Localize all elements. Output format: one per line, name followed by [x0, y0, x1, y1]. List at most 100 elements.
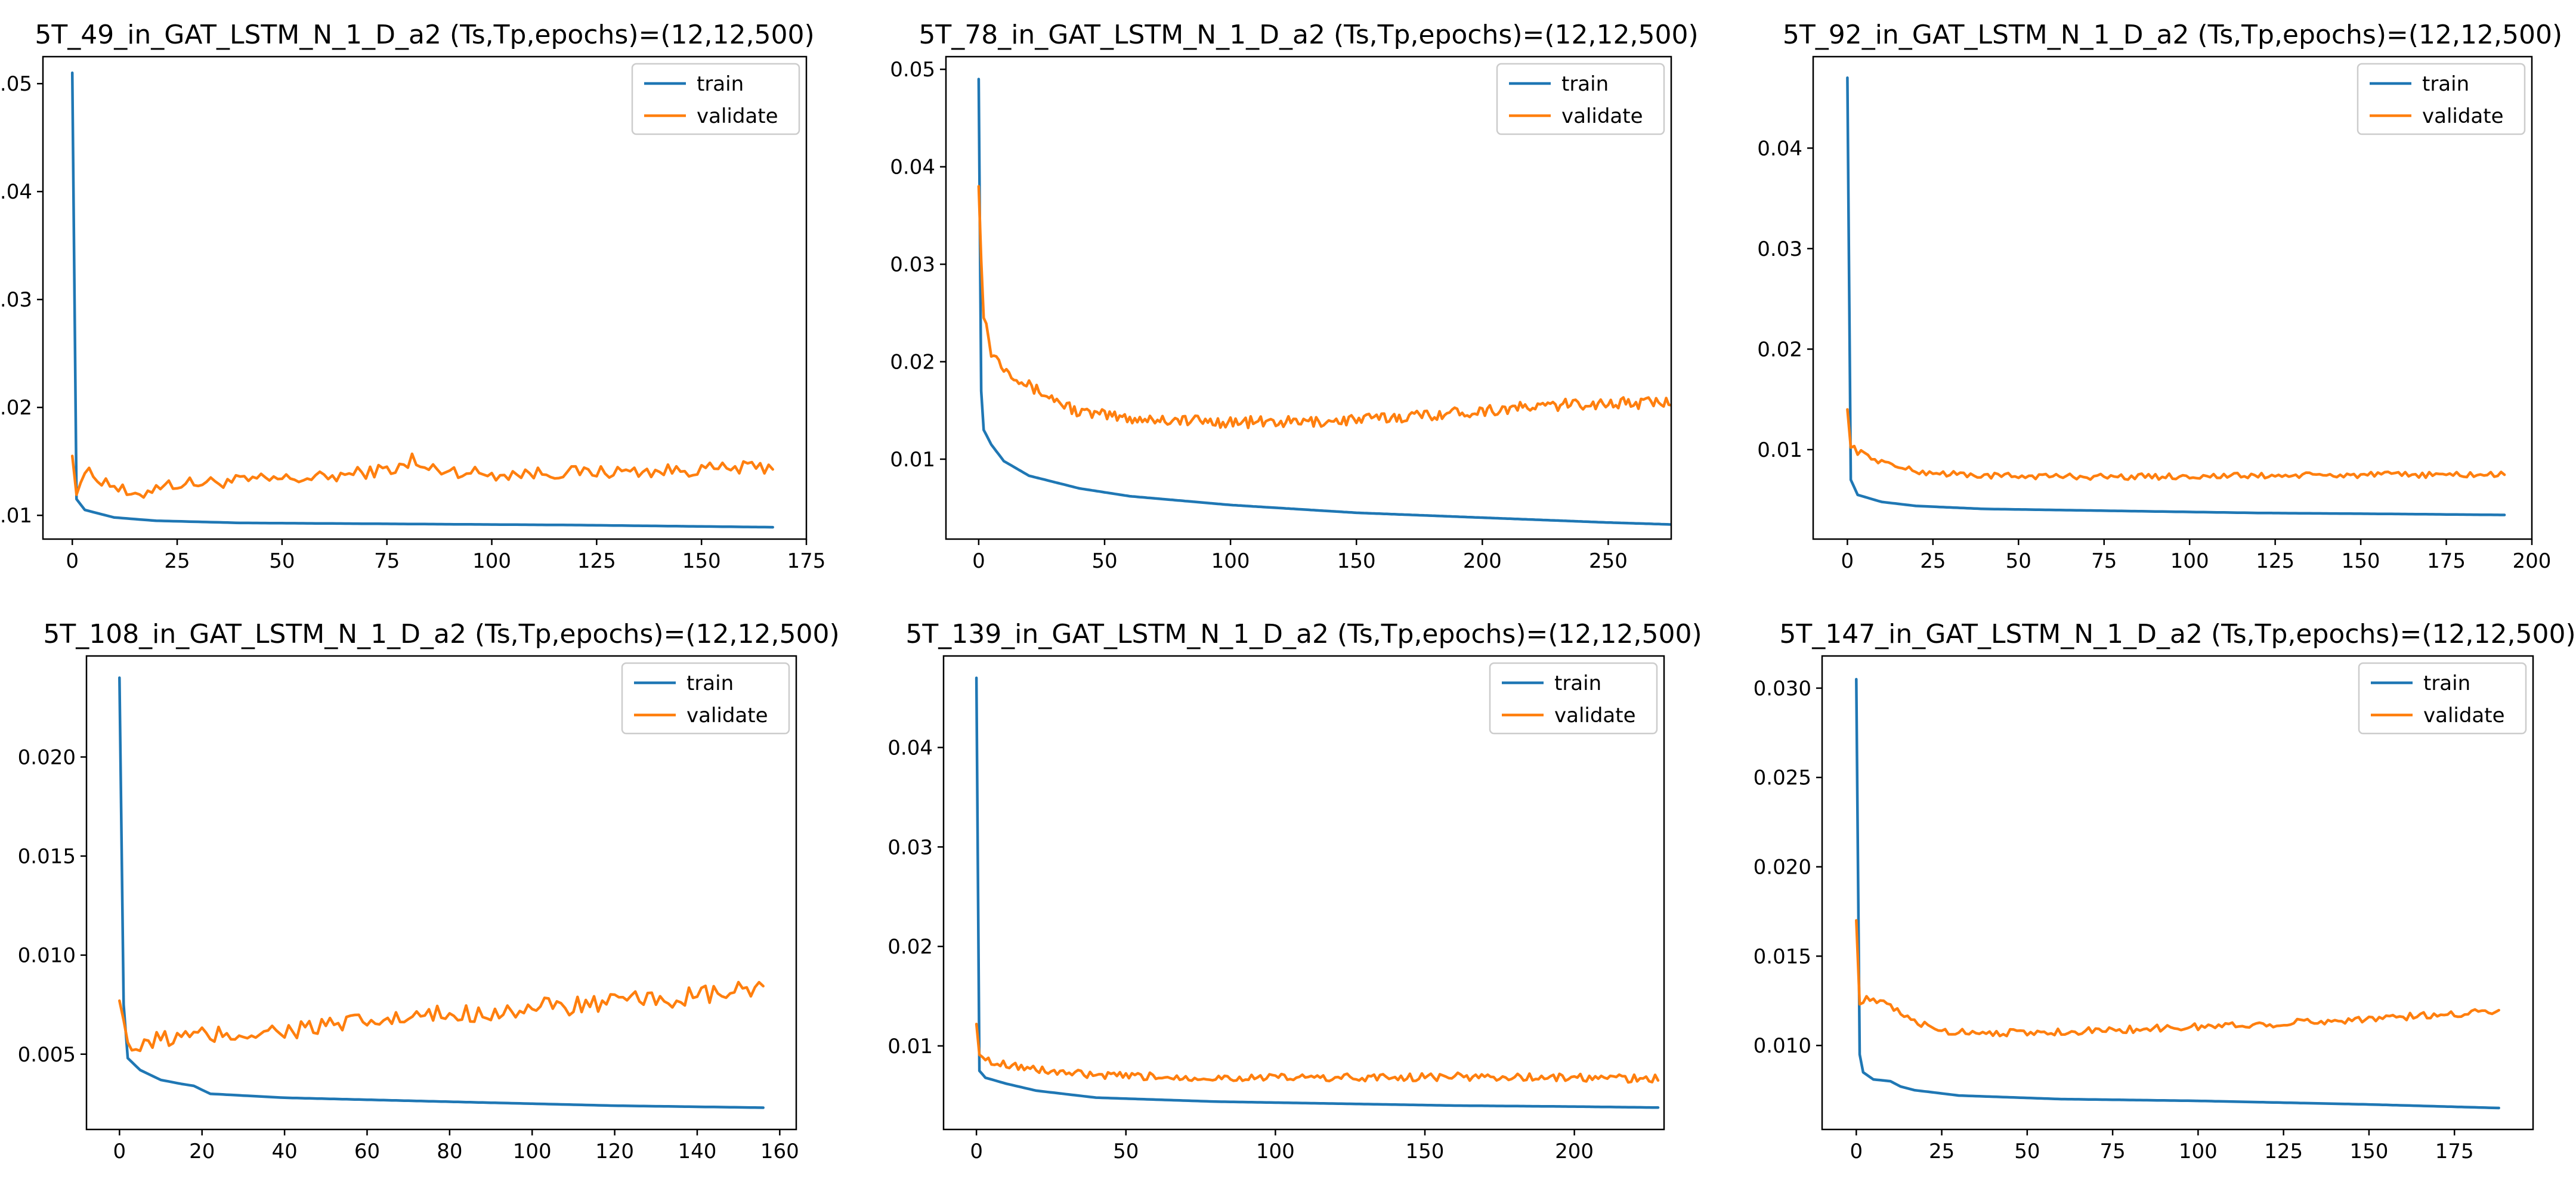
- x-tick-label: 200: [2513, 549, 2552, 573]
- series-line-validate: [1846, 408, 2506, 481]
- series-line-validate: [975, 1022, 1660, 1084]
- y-tick-label: 0.01: [1757, 438, 1802, 462]
- x-tick-label: 150: [1337, 549, 1376, 573]
- legend-label-validate: validate: [1561, 104, 1643, 128]
- x-tick-label: 175: [2435, 1140, 2474, 1163]
- x-tick-label: 0: [970, 1140, 983, 1163]
- y-tick-label: 0.03: [887, 835, 933, 859]
- y-tick-label: 0.03: [1757, 237, 1802, 261]
- chart-title: 5T_147_in_GAT_LSTM_N_1_D_a2 (Ts,Tp,epoch…: [1779, 619, 2575, 649]
- x-tick-label: 0: [972, 549, 985, 573]
- series-line-train: [118, 676, 765, 1109]
- legend-label-validate: validate: [1554, 704, 1636, 728]
- legend-label-train: train: [1561, 72, 1609, 96]
- plot-frame: [1821, 655, 2534, 1131]
- x-tick-label: 150: [2349, 1140, 2388, 1163]
- y-tick-label: 0.05: [0, 72, 32, 96]
- x-tick-label: 0: [113, 1140, 126, 1163]
- x-tick-label: 125: [2256, 549, 2294, 573]
- x-tick-label: 160: [760, 1140, 799, 1163]
- x-tick-label: 50: [269, 549, 295, 573]
- y-tick-label: 0.010: [1754, 1034, 1811, 1058]
- y-tick-label: 0.02: [0, 396, 32, 420]
- x-tick-label: 100: [2170, 549, 2209, 573]
- x-tick-label: 40: [271, 1140, 297, 1163]
- y-tick-label: 0.015: [1754, 945, 1811, 968]
- y-tick-label: 0.02: [887, 935, 933, 959]
- plot-frame: [945, 55, 1672, 540]
- x-tick-label: 100: [1211, 549, 1250, 573]
- series-line-train: [70, 71, 774, 529]
- legend: train validate: [1496, 63, 1665, 135]
- chart-title: 5T_78_in_GAT_LSTM_N_1_D_a2 (Ts,Tp,epochs…: [919, 20, 1698, 50]
- y-tick-label: 0.01: [890, 448, 935, 472]
- y-tick-label: 0.010: [18, 944, 76, 968]
- x-tick-label: 150: [682, 549, 721, 573]
- y-tick-label: 0.04: [887, 736, 933, 760]
- subplot-3: 5T_92_in_GAT_LSTM_N_1_D_a2 (Ts,Tp,epochs…: [1757, 20, 2562, 573]
- x-tick-label: 100: [2179, 1140, 2218, 1163]
- x-tick-label: 150: [1406, 1140, 1445, 1163]
- x-tick-label: 20: [189, 1140, 215, 1163]
- x-tick-label: 25: [164, 549, 190, 573]
- x-tick-label: 25: [1920, 549, 1946, 573]
- y-tick-label: 0.015: [18, 845, 76, 869]
- x-tick-label: 200: [1463, 549, 1502, 573]
- x-tick-label: 175: [787, 549, 826, 573]
- legend-label-validate: validate: [697, 104, 778, 128]
- x-tick-label: 75: [2099, 1140, 2125, 1163]
- y-tick-label: 0.05: [890, 58, 935, 82]
- x-tick-label: 140: [678, 1140, 717, 1163]
- y-tick-label: 0.03: [0, 288, 32, 312]
- subplot-5: 5T_139_in_GAT_LSTM_N_1_D_a2 (Ts,Tp,epoch…: [887, 619, 1702, 1163]
- plot-frame: [942, 655, 1665, 1131]
- y-tick-label: 0.04: [890, 156, 935, 179]
- x-tick-label: 250: [1589, 549, 1628, 573]
- subplot-2: 5T_78_in_GAT_LSTM_N_1_D_a2 (Ts,Tp,epochs…: [890, 20, 1698, 573]
- series-line-train: [1855, 677, 2500, 1110]
- legend-label-validate: validate: [686, 704, 768, 728]
- x-tick-label: 75: [374, 549, 400, 573]
- x-tick-label: 0: [66, 549, 79, 573]
- series-line-validate: [118, 980, 765, 1053]
- y-tick-label: 0.025: [1754, 766, 1811, 790]
- x-tick-label: 0: [1850, 1140, 1863, 1163]
- chart-title: 5T_49_in_GAT_LSTM_N_1_D_a2 (Ts,Tp,epochs…: [35, 20, 814, 50]
- y-tick-label: 0.020: [1754, 856, 1811, 880]
- legend: train validate: [1489, 662, 1658, 735]
- x-tick-label: 0: [1841, 549, 1854, 573]
- legend: train validate: [621, 662, 790, 735]
- subplot-4: 5T_108_in_GAT_LSTM_N_1_D_a2 (Ts,Tp,epoch…: [18, 619, 840, 1163]
- series-line-validate: [1855, 919, 2500, 1038]
- plot-frame: [42, 55, 808, 540]
- x-tick-label: 125: [2264, 1140, 2303, 1163]
- y-tick-label: 0.02: [1757, 338, 1802, 361]
- y-tick-label: 0.04: [1757, 137, 1802, 160]
- y-tick-label: 0.030: [1754, 677, 1811, 701]
- series-line-train: [1846, 76, 2506, 516]
- x-tick-label: 50: [1091, 549, 1117, 573]
- legend-label-validate: validate: [2423, 704, 2505, 728]
- legend-label-train: train: [686, 671, 734, 695]
- subplot-1: 5T_49_in_GAT_LSTM_N_1_D_a2 (Ts,Tp,epochs…: [0, 20, 825, 573]
- series-line-validate: [977, 185, 1671, 429]
- x-tick-label: 75: [2091, 549, 2117, 573]
- legend-label-validate: validate: [2422, 104, 2504, 128]
- chart-title: 5T_139_in_GAT_LSTM_N_1_D_a2 (Ts,Tp,epoch…: [905, 619, 1702, 649]
- plot-frame: [85, 655, 797, 1131]
- x-tick-label: 50: [1113, 1140, 1139, 1163]
- subplot-6: 5T_147_in_GAT_LSTM_N_1_D_a2 (Ts,Tp,epoch…: [1754, 619, 2576, 1163]
- y-tick-label: 0.01: [887, 1035, 933, 1058]
- y-tick-label: 0.03: [890, 253, 935, 277]
- x-tick-label: 125: [577, 549, 616, 573]
- y-tick-label: 0.005: [18, 1043, 76, 1067]
- y-tick-label: 0.02: [890, 351, 935, 374]
- y-tick-label: 0.01: [0, 504, 32, 528]
- legend: train validate: [631, 63, 800, 135]
- x-tick-label: 100: [472, 549, 511, 573]
- chart-title: 5T_108_in_GAT_LSTM_N_1_D_a2 (Ts,Tp,epoch…: [43, 619, 839, 649]
- legend: train validate: [2357, 63, 2526, 135]
- x-tick-label: 100: [513, 1140, 552, 1163]
- x-tick-label: 200: [1555, 1140, 1594, 1163]
